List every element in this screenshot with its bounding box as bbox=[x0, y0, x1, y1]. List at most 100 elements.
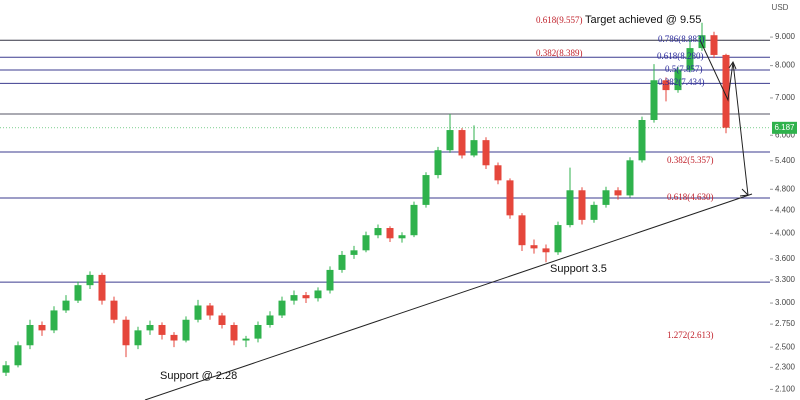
candle-body bbox=[398, 235, 406, 239]
candle-body bbox=[230, 324, 238, 341]
arrow-head bbox=[739, 188, 750, 197]
fib-label: 1.272(2.613) bbox=[667, 330, 714, 340]
candle-body bbox=[62, 300, 70, 311]
candle-body bbox=[374, 228, 382, 236]
candle-body bbox=[674, 70, 682, 91]
y-tick-label: 6.000 bbox=[775, 130, 796, 139]
fib-label: 0.382(5.357) bbox=[667, 155, 714, 165]
candle-body bbox=[302, 295, 310, 299]
candle-body bbox=[506, 180, 514, 216]
candle-body bbox=[314, 290, 322, 299]
candle-body bbox=[362, 235, 370, 251]
y-tick-label: 2.300 bbox=[775, 362, 796, 371]
y-tick-label: 4.000 bbox=[775, 229, 796, 238]
candle-body bbox=[614, 190, 622, 196]
candle-body bbox=[242, 338, 250, 341]
y-tick-label: 5.400 bbox=[775, 156, 796, 165]
candle-body bbox=[74, 285, 82, 301]
candle-body bbox=[446, 130, 454, 151]
fib-label: 0.786(8.883) bbox=[658, 34, 705, 44]
candle-body bbox=[422, 175, 430, 205]
y-tick-label: 4.800 bbox=[775, 184, 796, 193]
candle-body bbox=[542, 248, 550, 253]
annotation-label: Support 3.5 bbox=[550, 263, 607, 275]
candle-body bbox=[350, 250, 358, 255]
candle-body bbox=[194, 305, 202, 320]
fib-label: 0.5(7.857) bbox=[665, 64, 703, 74]
candle-body bbox=[2, 365, 10, 373]
candle-body bbox=[686, 48, 694, 71]
candle-body bbox=[110, 300, 118, 320]
candle-body bbox=[470, 140, 478, 156]
trend-line bbox=[144, 193, 753, 400]
candle-body bbox=[722, 54, 730, 128]
y-tick-label: 2.100 bbox=[775, 385, 796, 394]
candle-body bbox=[218, 315, 226, 325]
candle-body bbox=[50, 310, 58, 331]
last-price-label: 6.187 bbox=[774, 123, 795, 132]
candle-body bbox=[26, 324, 34, 346]
candle-body bbox=[134, 330, 142, 346]
fib-label: 0.618(4.630) bbox=[667, 192, 714, 202]
candle-body bbox=[494, 165, 502, 181]
candle-body bbox=[254, 324, 262, 339]
candle-body bbox=[122, 319, 130, 346]
candle-body bbox=[326, 269, 334, 291]
candle-body bbox=[158, 324, 166, 335]
candle-body bbox=[638, 120, 646, 161]
y-tick-label: 7.000 bbox=[775, 93, 796, 102]
grid-layer bbox=[0, 36, 773, 390]
fib-label: 0.382(7.434) bbox=[658, 77, 705, 87]
candle-body bbox=[98, 274, 106, 301]
last-price-box bbox=[772, 121, 797, 134]
candle-body bbox=[338, 254, 346, 270]
fib-label: 0.382(8.389) bbox=[536, 48, 583, 58]
y-tick-label: 3.000 bbox=[775, 298, 796, 307]
candle-body bbox=[530, 245, 538, 249]
candle-body bbox=[38, 324, 46, 331]
candle-body bbox=[518, 215, 526, 246]
projection-arrow bbox=[699, 39, 749, 196]
candle-body bbox=[710, 35, 718, 55]
candle-body bbox=[566, 190, 574, 226]
candle-body bbox=[590, 204, 598, 220]
fib-label: 0.618(8.280) bbox=[657, 51, 704, 61]
candle-body bbox=[482, 140, 490, 166]
candle-body bbox=[14, 345, 22, 366]
candle-body bbox=[578, 190, 586, 220]
y-tick-label: 9.000 bbox=[775, 32, 796, 41]
candle-body bbox=[86, 274, 94, 286]
candle-body bbox=[554, 225, 562, 253]
y-tick-label: 8.000 bbox=[775, 61, 796, 70]
candle-body bbox=[290, 295, 298, 301]
currency-label: USD bbox=[772, 3, 789, 12]
y-tick-label: 2.500 bbox=[775, 342, 796, 351]
candle-body bbox=[626, 160, 634, 196]
candle-body bbox=[182, 319, 190, 341]
y-tick-label: 2.750 bbox=[775, 319, 796, 328]
y-tick-label: 3.300 bbox=[775, 275, 796, 284]
annotation-label: Support @ 2.28 bbox=[160, 370, 237, 382]
fib-label: 0.618(9.557) bbox=[536, 15, 583, 25]
text-layer: 9.000 8.000 7.000 6.000 5.400 4.800 4.400 4.000… bbox=[160, 14, 797, 394]
candle-body bbox=[146, 324, 154, 331]
y-tick-label: 3.600 bbox=[775, 254, 796, 263]
candle-body bbox=[278, 300, 286, 316]
y-tick-label: 4.400 bbox=[775, 205, 796, 214]
candle-body bbox=[662, 80, 670, 91]
candle-body bbox=[170, 334, 178, 341]
candle-body bbox=[434, 150, 442, 176]
candle-body bbox=[266, 315, 274, 325]
candle-body bbox=[698, 35, 706, 49]
candle-body bbox=[650, 80, 658, 121]
candle-body bbox=[410, 204, 418, 236]
candle-body bbox=[602, 190, 610, 205]
candle-layer bbox=[2, 22, 730, 376]
arrow-head bbox=[728, 60, 737, 70]
candle-body bbox=[458, 130, 466, 156]
annotation-label: Target achieved @ 9.55 bbox=[585, 14, 701, 26]
candle-body bbox=[386, 228, 394, 239]
candle-body bbox=[206, 305, 214, 316]
